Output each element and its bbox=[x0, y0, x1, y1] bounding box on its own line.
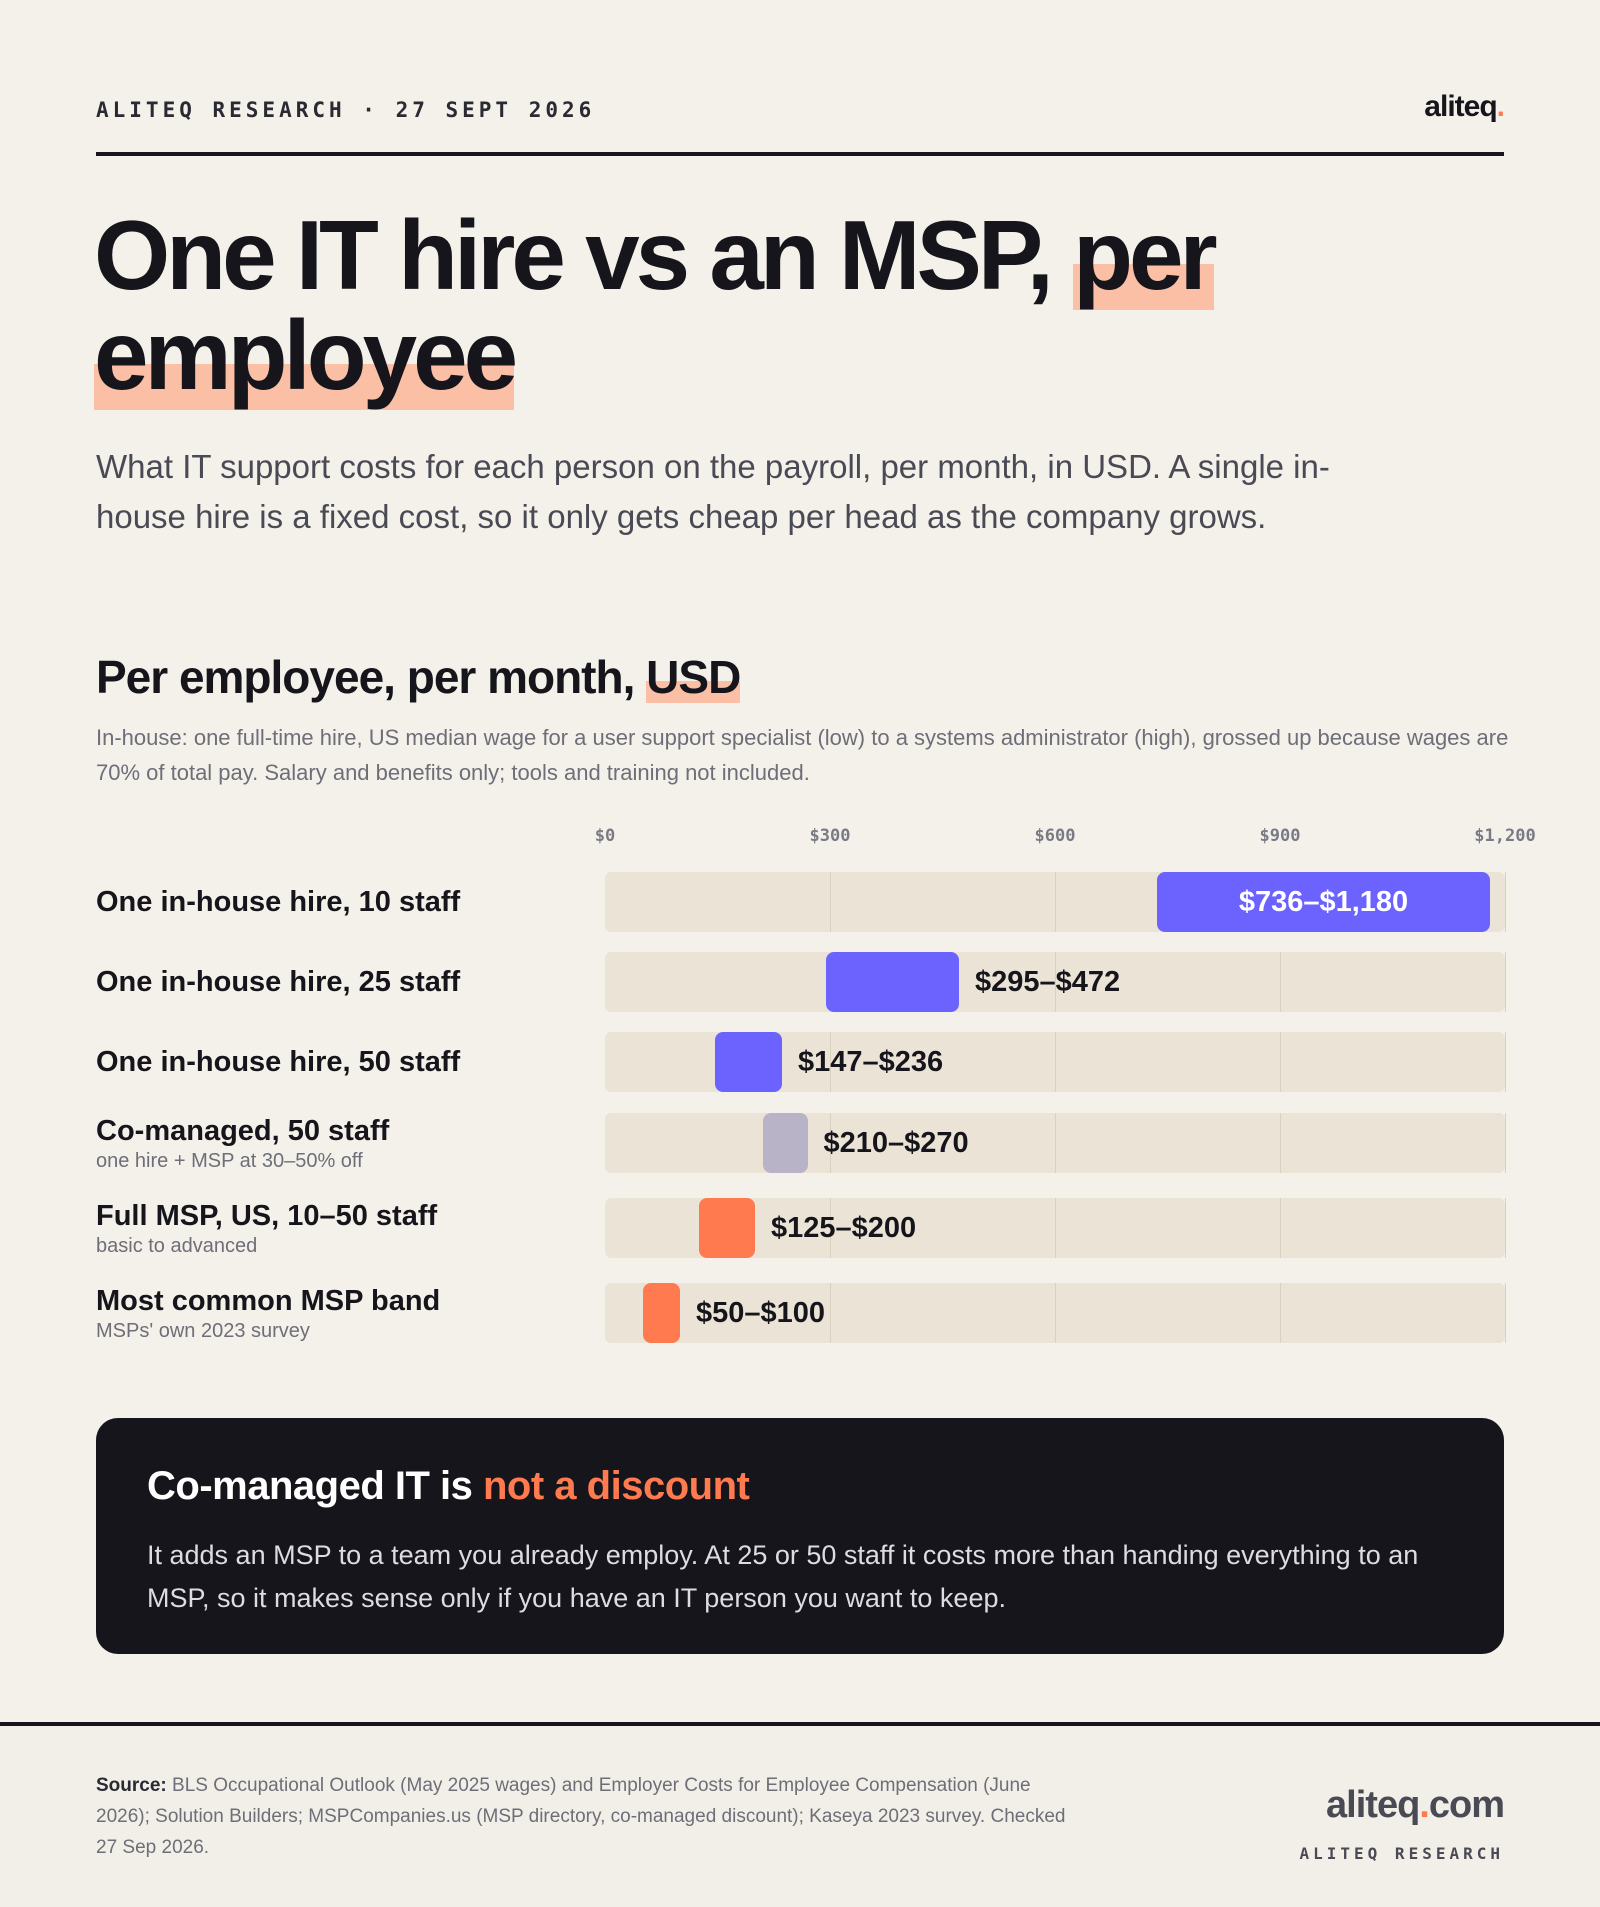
row-label: One in-house hire, 25 staff bbox=[96, 965, 596, 999]
grid-line bbox=[1055, 1032, 1056, 1092]
kicker: ALITEQ RESEARCH · 27 SEPT 2026 bbox=[96, 98, 596, 122]
range-bar-chart: $0 $300 $600 $900 $1,200 $736–$1,180 One in-ho… bbox=[0, 818, 1600, 1358]
brand-logo-text: aliteq bbox=[1424, 90, 1497, 123]
intro-text: What IT support costs for each person on… bbox=[96, 448, 1330, 535]
source-text: BLS Occupational Outlook (May 2025 wages… bbox=[96, 1775, 1066, 1858]
footer: Source: BLS Occupational Outlook (May 20… bbox=[0, 1722, 1600, 1907]
footer-logo-pre: aliteq bbox=[1326, 1784, 1420, 1826]
row-label-sub: one hire + MSP at 30–50% off bbox=[96, 1150, 363, 1172]
x-tick-label: $0 bbox=[594, 826, 616, 846]
range-bar bbox=[762, 1113, 808, 1173]
x-tick-label: $300 bbox=[809, 826, 851, 846]
bar-track bbox=[605, 872, 1506, 932]
grid-line bbox=[1505, 872, 1506, 932]
grid-line bbox=[1280, 1198, 1281, 1258]
brand-logo-dot: . bbox=[1496, 90, 1505, 123]
row-label-title: One in-house hire, 25 staff bbox=[96, 966, 461, 998]
footer-logo[interactable]: aliteq.com bbox=[1326, 1784, 1505, 1827]
grid-line bbox=[1505, 1032, 1506, 1092]
bar-track bbox=[605, 952, 1506, 1012]
value-label: $147–$236 bbox=[798, 1046, 944, 1078]
grid-line bbox=[1280, 952, 1281, 1012]
row-label: Full MSP, US, 10–50 staff basic to advanc… bbox=[96, 1199, 596, 1259]
title-highlight-2: employee bbox=[94, 300, 518, 410]
footer-subtitle: ALITEQ RESEARCH bbox=[1299, 1844, 1504, 1863]
callout-body: It adds an MSP to a team you already emp… bbox=[147, 1540, 1419, 1613]
row-label: Co-managed, 50 staff one hire + MSP at 30… bbox=[96, 1114, 596, 1174]
grid-line bbox=[830, 1032, 831, 1092]
section-title-highlight: USD bbox=[646, 651, 741, 703]
grid-line bbox=[1505, 1198, 1506, 1258]
grid-line bbox=[1505, 1283, 1506, 1343]
row-label: One in-house hire, 50 staff bbox=[96, 1045, 596, 1079]
section-title: Per employee, per month, USD bbox=[96, 650, 741, 704]
row-label: One in-house hire, 10 staff bbox=[96, 885, 596, 919]
bar-track bbox=[605, 1198, 1506, 1258]
row-label-title: One in-house hire, 10 staff bbox=[96, 886, 461, 918]
brand-logo[interactable]: aliteq. bbox=[1424, 90, 1505, 124]
row-label-title: Full MSP, US, 10–50 staff bbox=[96, 1200, 438, 1232]
grid-line bbox=[1280, 1283, 1281, 1343]
grid-line bbox=[1505, 952, 1506, 1012]
bar-track bbox=[605, 1283, 1506, 1343]
source-label: Source: bbox=[96, 1775, 167, 1796]
grid-line bbox=[1055, 1283, 1056, 1343]
top-bar: ALITEQ RESEARCH · 27 SEPT 2026 aliteq. bbox=[96, 90, 1505, 156]
callout-title-pre: Co-managed IT is bbox=[147, 1464, 483, 1508]
x-tick-label: $900 bbox=[1259, 826, 1301, 846]
row-label-title: Co-managed, 50 staff bbox=[96, 1115, 390, 1147]
range-bar bbox=[826, 952, 959, 1012]
callout-box: Co-managed IT is not a discount It adds … bbox=[96, 1418, 1504, 1654]
row-label-title: Most common MSP band bbox=[96, 1285, 441, 1317]
grid-line bbox=[830, 872, 831, 932]
row-label-sub: MSPs' own 2023 survey bbox=[96, 1320, 310, 1342]
grid-line bbox=[1280, 1113, 1281, 1173]
grid-line bbox=[1055, 1113, 1056, 1173]
grid-line bbox=[1055, 952, 1056, 1012]
callout-title-accent: not a discount bbox=[483, 1464, 750, 1508]
footer-logo-dot: . bbox=[1419, 1784, 1430, 1826]
footer-logo-post: com bbox=[1428, 1784, 1505, 1826]
row-label: Most common MSP band MSPs' own 2023 surve… bbox=[96, 1284, 596, 1344]
section-title-pre: Per employee, per month, bbox=[96, 651, 647, 703]
range-bar bbox=[715, 1032, 782, 1092]
bar-track bbox=[605, 1113, 1506, 1173]
value-label: $125–$200 bbox=[771, 1212, 917, 1244]
grid-line bbox=[1505, 1113, 1506, 1173]
grid-line bbox=[830, 1113, 831, 1173]
source-note: Source: BLS Occupational Outlook (May 20… bbox=[96, 1770, 1086, 1863]
x-tick-label: $1,200 bbox=[1474, 826, 1536, 846]
bar-track bbox=[605, 1032, 1506, 1092]
section-note: In-house: one full-time hire, US median … bbox=[96, 725, 1509, 785]
row-label-sub: basic to advanced bbox=[96, 1235, 258, 1257]
grid-line bbox=[1055, 872, 1056, 932]
grid-line bbox=[830, 1198, 831, 1258]
page-title: One IT hire vs an MSP, per employee bbox=[94, 200, 1514, 410]
x-tick-label: $600 bbox=[1034, 826, 1076, 846]
callout-title: Co-managed IT is not a discount bbox=[147, 1464, 750, 1509]
title-part1: One IT hire vs an MSP, bbox=[94, 200, 1074, 310]
value-label: $295–$472 bbox=[975, 966, 1121, 998]
range-bar bbox=[1157, 872, 1490, 932]
title-highlight-1: per bbox=[1073, 200, 1218, 310]
value-label: $50–$100 bbox=[696, 1297, 826, 1329]
range-bar bbox=[642, 1283, 680, 1343]
value-label: $210–$270 bbox=[823, 1127, 969, 1159]
grid-line bbox=[830, 1283, 831, 1343]
grid-line bbox=[1280, 1032, 1281, 1092]
range-bar bbox=[698, 1198, 755, 1258]
grid-line bbox=[1055, 1198, 1056, 1258]
row-label-title: One in-house hire, 50 staff bbox=[96, 1046, 461, 1078]
value-label: $736–$1,180 bbox=[1238, 886, 1409, 918]
